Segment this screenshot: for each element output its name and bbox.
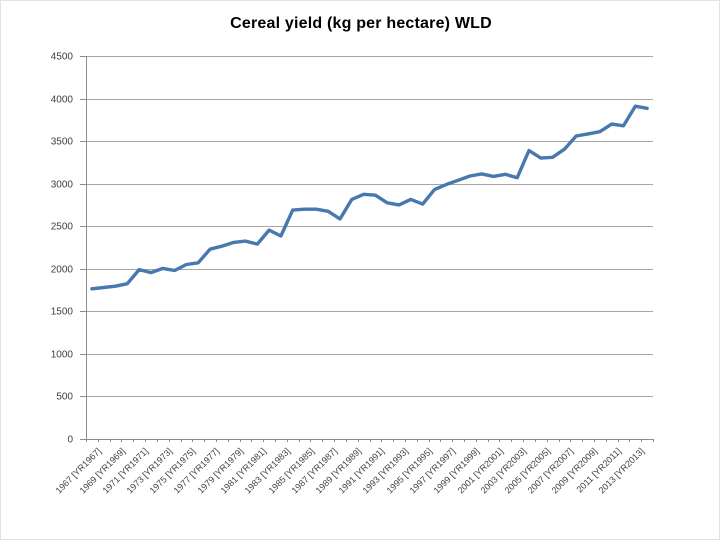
y-axis-tick-label: 4000 (50, 94, 73, 105)
y-axis-tick-label: 500 (56, 391, 73, 402)
y-axis-tick-label: 4500 (50, 51, 73, 62)
y-axis-tick-label: 2000 (50, 264, 73, 275)
y-axis-tick-label: 1500 (50, 306, 73, 317)
y-axis-tick-label: 1000 (50, 349, 73, 360)
series-line-wld (90, 104, 649, 291)
y-axis-tick-label: 3500 (50, 136, 73, 147)
chart-title: Cereal yield (kg per hectare) WLD (230, 15, 492, 32)
y-axis-tick-label: 2500 (50, 221, 73, 232)
y-axis-tick-label: 3000 (50, 179, 73, 190)
y-axis-tick-label: 0 (67, 434, 73, 445)
